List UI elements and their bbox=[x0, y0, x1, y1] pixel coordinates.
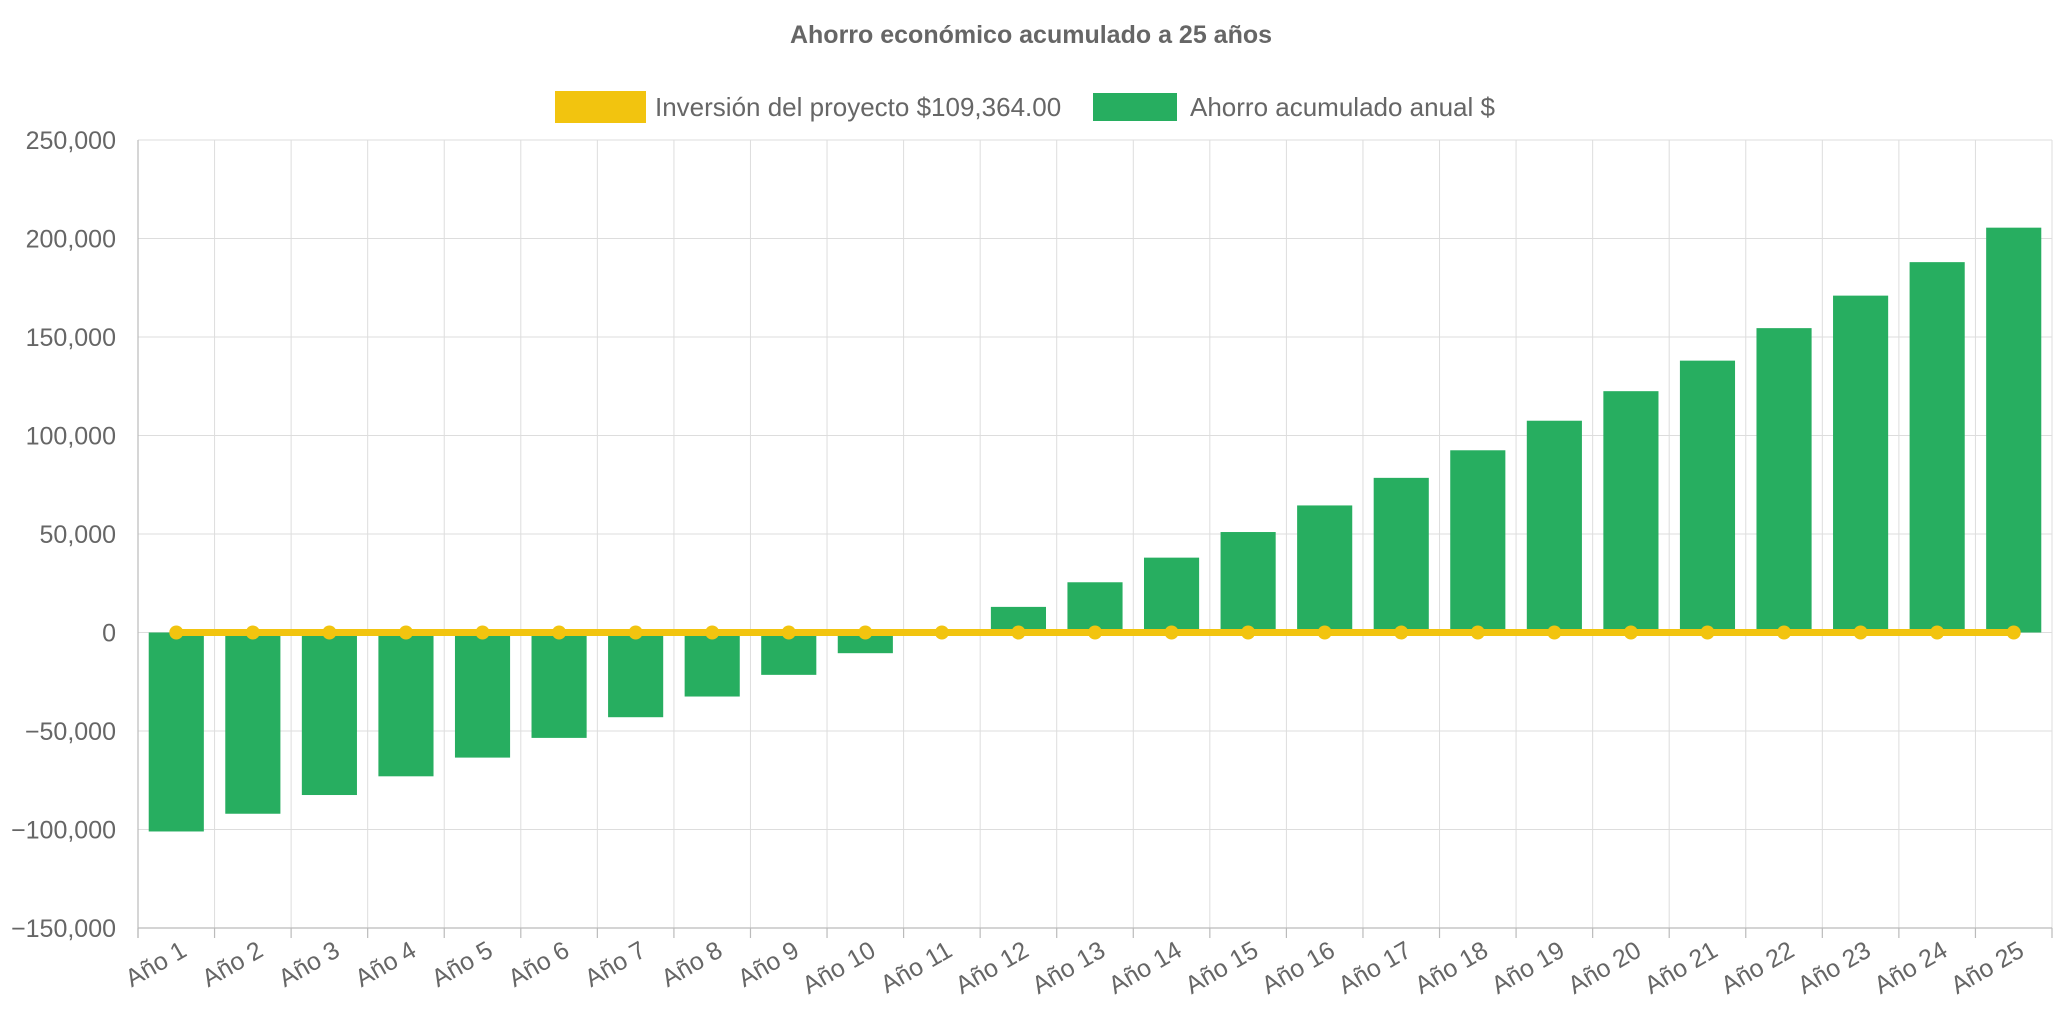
investment-point-9[interactable] bbox=[781, 625, 796, 640]
investment-point-19[interactable] bbox=[1547, 625, 1562, 640]
y-tick-label: 200,000 bbox=[26, 226, 116, 254]
y-tick-label: −150,000 bbox=[11, 915, 116, 943]
bar-año-7[interactable] bbox=[608, 632, 664, 718]
x-tick-label: Año 10 bbox=[798, 936, 881, 1000]
x-tick-label: Año 16 bbox=[1257, 936, 1340, 1000]
x-tick-label: Año 4 bbox=[350, 936, 421, 993]
y-tick-label: 150,000 bbox=[26, 324, 116, 352]
x-tick-label: Año 18 bbox=[1410, 936, 1493, 1000]
x-tick-label: Año 15 bbox=[1180, 936, 1263, 1000]
legend-label-savings: Ahorro acumulado anual $ bbox=[1190, 92, 1496, 122]
bar-año-2[interactable] bbox=[225, 632, 281, 814]
x-tick-label: Año 11 bbox=[876, 936, 957, 999]
bar-año-22[interactable] bbox=[1756, 328, 1812, 633]
x-tick-label: Año 5 bbox=[427, 936, 498, 993]
legend-swatch-savings bbox=[1093, 93, 1177, 121]
investment-point-10[interactable] bbox=[858, 625, 873, 640]
x-tick-label: Año 17 bbox=[1334, 936, 1417, 1000]
investment-point-17[interactable] bbox=[1394, 625, 1409, 640]
y-tick-label: 50,000 bbox=[40, 521, 116, 549]
bar-año-10[interactable] bbox=[837, 632, 893, 654]
bar-año-13[interactable] bbox=[1067, 582, 1123, 633]
x-tick-label: Año 8 bbox=[657, 936, 728, 993]
bar-año-25[interactable] bbox=[1986, 227, 2042, 633]
bar-año-23[interactable] bbox=[1833, 295, 1889, 633]
investment-point-23[interactable] bbox=[1853, 625, 1868, 640]
x-axis-ticks: Año 1 Año 2 Año 3 Año 4 Año 5 Año 6 Año 7 Año 8… bbox=[121, 936, 2029, 1000]
y-tick-label: −50,000 bbox=[25, 718, 116, 746]
x-tick-label: Año 1 bbox=[121, 936, 192, 993]
x-tick-label: Año 20 bbox=[1563, 936, 1646, 1000]
x-tick-label: Año 24 bbox=[1870, 936, 1953, 1000]
bar-año-17[interactable] bbox=[1373, 477, 1429, 633]
bar-año-4[interactable] bbox=[378, 632, 434, 777]
bar-año-21[interactable] bbox=[1679, 360, 1736, 633]
investment-point-22[interactable] bbox=[1777, 625, 1792, 640]
investment-point-12[interactable] bbox=[1011, 625, 1026, 640]
bar-año-5[interactable] bbox=[454, 632, 511, 758]
investment-point-11[interactable] bbox=[934, 625, 949, 640]
x-tick-label: Año 3 bbox=[274, 936, 345, 993]
bar-año-9[interactable] bbox=[761, 632, 817, 675]
bar-año-6[interactable] bbox=[531, 632, 587, 738]
y-axis-ticks: 250,000 200,000 150,000 100,000 50,000 0 −50,0… bbox=[11, 127, 116, 943]
bar-año-18[interactable] bbox=[1450, 450, 1506, 633]
investment-point-15[interactable] bbox=[1241, 625, 1256, 640]
legend-swatch-investment bbox=[555, 91, 646, 123]
investment-point-8[interactable] bbox=[705, 625, 720, 640]
investment-point-7[interactable] bbox=[628, 625, 643, 640]
bar-año-8[interactable] bbox=[684, 632, 740, 697]
x-tick-label: Año 6 bbox=[503, 936, 574, 993]
bars-series-savings bbox=[148, 227, 2042, 832]
investment-point-4[interactable] bbox=[398, 625, 413, 640]
bar-año-1[interactable] bbox=[148, 632, 204, 832]
investment-point-24[interactable] bbox=[1930, 625, 1945, 640]
x-tick-label: Año 25 bbox=[1946, 936, 2029, 1000]
x-tick-label: Año 21 bbox=[1640, 936, 1723, 1000]
x-tick-label: Año 2 bbox=[197, 936, 268, 993]
investment-point-14[interactable] bbox=[1164, 625, 1179, 640]
y-tick-label: 100,000 bbox=[26, 423, 116, 451]
investment-point-20[interactable] bbox=[1623, 625, 1638, 640]
legend-item-savings[interactable]: Ahorro acumulado anual $ bbox=[1093, 92, 1496, 122]
x-tick-label: Año 22 bbox=[1716, 936, 1799, 1000]
investment-point-2[interactable] bbox=[245, 625, 260, 640]
legend-label-investment: Inversión del proyecto $109,364.00 bbox=[655, 92, 1061, 122]
x-tick-label: Año 7 bbox=[580, 936, 651, 993]
y-tick-label: 250,000 bbox=[26, 127, 116, 155]
investment-point-21[interactable] bbox=[1700, 625, 1715, 640]
bar-año-20[interactable] bbox=[1603, 391, 1659, 633]
investment-point-16[interactable] bbox=[1317, 625, 1332, 640]
investment-point-13[interactable] bbox=[1088, 625, 1102, 640]
bar-año-16[interactable] bbox=[1297, 505, 1353, 633]
legend: Inversión del proyecto $109,364.00 Ahorr… bbox=[555, 91, 1496, 123]
investment-point-5[interactable] bbox=[475, 625, 490, 640]
legend-item-investment[interactable]: Inversión del proyecto $109,364.00 bbox=[555, 91, 1061, 123]
investment-point-6[interactable] bbox=[552, 625, 567, 640]
line-series-investment bbox=[169, 625, 2021, 640]
investment-point-25[interactable] bbox=[2006, 625, 2021, 640]
bar-año-24[interactable] bbox=[1909, 262, 1965, 633]
y-tick-label: 0 bbox=[102, 620, 116, 648]
x-tick-label: Año 23 bbox=[1793, 936, 1876, 1000]
x-tick-label: Año 12 bbox=[951, 936, 1034, 1000]
chart-title: Ahorro económico acumulado a 25 años bbox=[790, 21, 1272, 49]
bar-año-19[interactable] bbox=[1526, 420, 1582, 633]
bar-año-3[interactable] bbox=[301, 632, 357, 796]
x-tick-label: Año 13 bbox=[1027, 936, 1110, 1000]
y-tick-label: −100,000 bbox=[11, 817, 116, 845]
x-tick-label: Año 14 bbox=[1104, 936, 1187, 1000]
x-tick-label: Año 9 bbox=[733, 936, 804, 993]
x-tick-label: Año 19 bbox=[1487, 936, 1570, 1000]
bar-año-15[interactable] bbox=[1220, 532, 1276, 633]
investment-point-18[interactable] bbox=[1470, 625, 1485, 640]
investment-point-1[interactable] bbox=[169, 625, 184, 640]
bar-año-14[interactable] bbox=[1143, 557, 1200, 633]
investment-point-3[interactable] bbox=[322, 625, 337, 640]
